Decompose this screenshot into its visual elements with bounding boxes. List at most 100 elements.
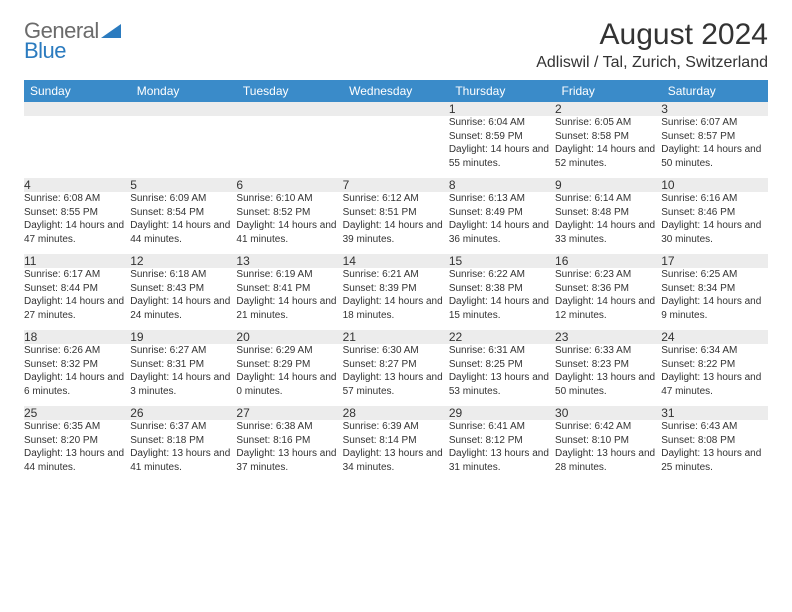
sunset-text: Sunset: 8:31 PM xyxy=(130,358,236,372)
daylight-text: Daylight: 14 hours and 44 minutes. xyxy=(130,219,236,246)
day-detail-cell: Sunrise: 6:08 AMSunset: 8:55 PMDaylight:… xyxy=(24,192,130,254)
daylight-text: Daylight: 14 hours and 9 minutes. xyxy=(661,295,767,322)
sunrise-text: Sunrise: 6:35 AM xyxy=(24,420,130,434)
sunset-text: Sunset: 8:59 PM xyxy=(449,130,555,144)
sunrise-text: Sunrise: 6:19 AM xyxy=(236,268,342,282)
day-detail-cell xyxy=(343,116,449,178)
day-detail-cell: Sunrise: 6:27 AMSunset: 8:31 PMDaylight:… xyxy=(130,344,236,406)
title-block: August 2024 Adliswil / Tal, Zurich, Swit… xyxy=(536,18,768,72)
day-detail-cell: Sunrise: 6:04 AMSunset: 8:59 PMDaylight:… xyxy=(449,116,555,178)
sunset-text: Sunset: 8:54 PM xyxy=(130,206,236,220)
sunset-text: Sunset: 8:39 PM xyxy=(343,282,449,296)
sunrise-text: Sunrise: 6:42 AM xyxy=(555,420,661,434)
daylight-text: Daylight: 14 hours and 41 minutes. xyxy=(236,219,342,246)
logo-part2: Blue xyxy=(24,38,66,63)
sunrise-text: Sunrise: 6:43 AM xyxy=(661,420,767,434)
day-detail-cell: Sunrise: 6:05 AMSunset: 8:58 PMDaylight:… xyxy=(555,116,661,178)
day-number-cell: 11 xyxy=(24,254,130,268)
sunset-text: Sunset: 8:46 PM xyxy=(661,206,767,220)
sunrise-text: Sunrise: 6:22 AM xyxy=(449,268,555,282)
day-number-cell: 31 xyxy=(661,406,767,420)
sunrise-text: Sunrise: 6:14 AM xyxy=(555,192,661,206)
sunrise-text: Sunrise: 6:34 AM xyxy=(661,344,767,358)
day-number-cell: 16 xyxy=(555,254,661,268)
day-number-cell: 17 xyxy=(661,254,767,268)
sunset-text: Sunset: 8:43 PM xyxy=(130,282,236,296)
day-number-cell xyxy=(236,102,342,116)
sunrise-text: Sunrise: 6:39 AM xyxy=(343,420,449,434)
daylight-text: Daylight: 14 hours and 33 minutes. xyxy=(555,219,661,246)
day-detail-cell: Sunrise: 6:10 AMSunset: 8:52 PMDaylight:… xyxy=(236,192,342,254)
sunrise-text: Sunrise: 6:23 AM xyxy=(555,268,661,282)
day-number-cell: 7 xyxy=(343,178,449,192)
sunset-text: Sunset: 8:16 PM xyxy=(236,434,342,448)
day-detail-cell: Sunrise: 6:41 AMSunset: 8:12 PMDaylight:… xyxy=(449,420,555,482)
daylight-text: Daylight: 14 hours and 18 minutes. xyxy=(343,295,449,322)
sunset-text: Sunset: 8:48 PM xyxy=(555,206,661,220)
daylight-text: Daylight: 13 hours and 57 minutes. xyxy=(343,371,449,398)
month-title: August 2024 xyxy=(536,18,768,52)
calendar-table: Sunday Monday Tuesday Wednesday Thursday… xyxy=(24,80,768,482)
day-number-cell: 24 xyxy=(661,330,767,344)
day-detail-cell: Sunrise: 6:22 AMSunset: 8:38 PMDaylight:… xyxy=(449,268,555,330)
daylight-text: Daylight: 14 hours and 55 minutes. xyxy=(449,143,555,170)
daylight-text: Daylight: 14 hours and 39 minutes. xyxy=(343,219,449,246)
week-detail-row: Sunrise: 6:08 AMSunset: 8:55 PMDaylight:… xyxy=(24,192,768,254)
day-detail-cell: Sunrise: 6:14 AMSunset: 8:48 PMDaylight:… xyxy=(555,192,661,254)
sunset-text: Sunset: 8:08 PM xyxy=(661,434,767,448)
sunset-text: Sunset: 8:29 PM xyxy=(236,358,342,372)
day-number-cell: 10 xyxy=(661,178,767,192)
sunrise-text: Sunrise: 6:18 AM xyxy=(130,268,236,282)
daylight-text: Daylight: 14 hours and 3 minutes. xyxy=(130,371,236,398)
day-number-cell xyxy=(130,102,236,116)
day-number-cell: 13 xyxy=(236,254,342,268)
sunrise-text: Sunrise: 6:05 AM xyxy=(555,116,661,130)
day-detail-cell: Sunrise: 6:37 AMSunset: 8:18 PMDaylight:… xyxy=(130,420,236,482)
day-number-cell: 26 xyxy=(130,406,236,420)
day-number-cell: 14 xyxy=(343,254,449,268)
day-number-cell: 27 xyxy=(236,406,342,420)
daylight-text: Daylight: 13 hours and 31 minutes. xyxy=(449,447,555,474)
day-number-cell: 20 xyxy=(236,330,342,344)
day-number-cell: 25 xyxy=(24,406,130,420)
day-detail-cell: Sunrise: 6:34 AMSunset: 8:22 PMDaylight:… xyxy=(661,344,767,406)
day-detail-cell: Sunrise: 6:30 AMSunset: 8:27 PMDaylight:… xyxy=(343,344,449,406)
daylight-text: Daylight: 14 hours and 24 minutes. xyxy=(130,295,236,322)
day-number-cell: 22 xyxy=(449,330,555,344)
sunrise-text: Sunrise: 6:31 AM xyxy=(449,344,555,358)
week-daynum-row: 18192021222324 xyxy=(24,330,768,344)
sunrise-text: Sunrise: 6:07 AM xyxy=(661,116,767,130)
week-daynum-row: 11121314151617 xyxy=(24,254,768,268)
daylight-text: Daylight: 14 hours and 52 minutes. xyxy=(555,143,661,170)
day-number-cell: 2 xyxy=(555,102,661,116)
day-number-cell: 12 xyxy=(130,254,236,268)
day-detail-cell: Sunrise: 6:16 AMSunset: 8:46 PMDaylight:… xyxy=(661,192,767,254)
day-number-cell: 29 xyxy=(449,406,555,420)
daylight-text: Daylight: 14 hours and 30 minutes. xyxy=(661,219,767,246)
daylight-text: Daylight: 13 hours and 34 minutes. xyxy=(343,447,449,474)
daylight-text: Daylight: 14 hours and 15 minutes. xyxy=(449,295,555,322)
day-detail-cell: Sunrise: 6:39 AMSunset: 8:14 PMDaylight:… xyxy=(343,420,449,482)
sunrise-text: Sunrise: 6:27 AM xyxy=(130,344,236,358)
daylight-text: Daylight: 14 hours and 50 minutes. xyxy=(661,143,767,170)
day-detail-cell: Sunrise: 6:07 AMSunset: 8:57 PMDaylight:… xyxy=(661,116,767,178)
sunrise-text: Sunrise: 6:12 AM xyxy=(343,192,449,206)
day-number-cell: 6 xyxy=(236,178,342,192)
sunset-text: Sunset: 8:32 PM xyxy=(24,358,130,372)
sunrise-text: Sunrise: 6:16 AM xyxy=(661,192,767,206)
weekday-header: Sunday xyxy=(24,80,130,102)
sunset-text: Sunset: 8:55 PM xyxy=(24,206,130,220)
sunset-text: Sunset: 8:38 PM xyxy=(449,282,555,296)
sunset-text: Sunset: 8:25 PM xyxy=(449,358,555,372)
daylight-text: Daylight: 13 hours and 25 minutes. xyxy=(661,447,767,474)
sunset-text: Sunset: 8:58 PM xyxy=(555,130,661,144)
day-detail-cell: Sunrise: 6:29 AMSunset: 8:29 PMDaylight:… xyxy=(236,344,342,406)
daylight-text: Daylight: 13 hours and 53 minutes. xyxy=(449,371,555,398)
week-detail-row: Sunrise: 6:35 AMSunset: 8:20 PMDaylight:… xyxy=(24,420,768,482)
day-detail-cell: Sunrise: 6:21 AMSunset: 8:39 PMDaylight:… xyxy=(343,268,449,330)
sunset-text: Sunset: 8:12 PM xyxy=(449,434,555,448)
sunrise-text: Sunrise: 6:37 AM xyxy=(130,420,236,434)
daylight-text: Daylight: 13 hours and 41 minutes. xyxy=(130,447,236,474)
sunset-text: Sunset: 8:52 PM xyxy=(236,206,342,220)
weekday-header: Friday xyxy=(555,80,661,102)
